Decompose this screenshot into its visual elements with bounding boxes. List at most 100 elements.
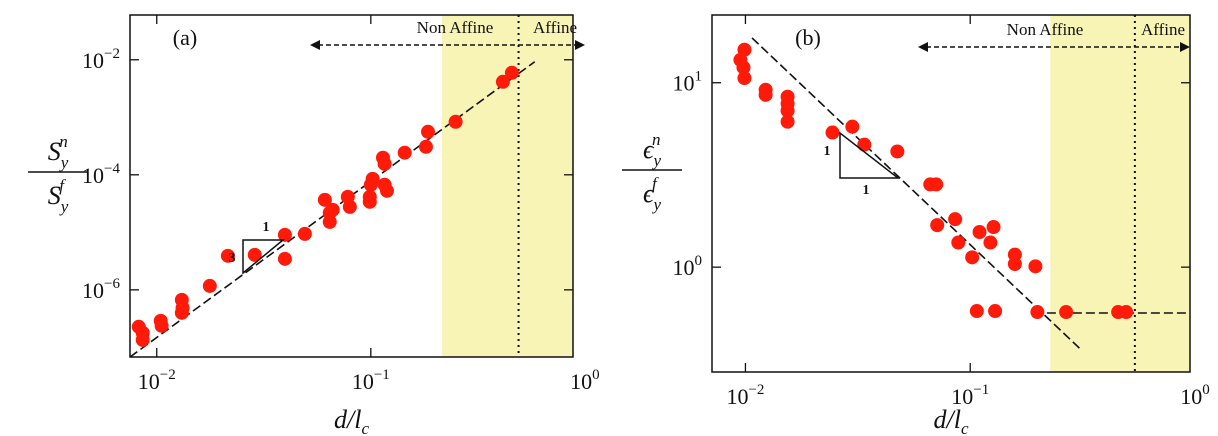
data-point (418, 139, 433, 154)
label-sup: n (652, 130, 661, 149)
data-point (1119, 305, 1134, 320)
slope-triangle (242, 239, 286, 275)
data-point (322, 214, 337, 229)
data-point (448, 114, 463, 129)
x-axis-label: d/lc (934, 405, 969, 436)
data-point (495, 74, 510, 89)
data-point (845, 119, 860, 134)
tick-label: 10−6 (82, 276, 120, 303)
data-point (277, 251, 292, 266)
tick-exponent: −1 (973, 382, 989, 398)
axes-frame (129, 14, 574, 358)
data-point (342, 199, 357, 214)
tick-base: 10 (570, 369, 592, 394)
arrow-head (310, 40, 320, 50)
data-point (1007, 257, 1022, 272)
label-sub: y (651, 151, 661, 170)
label-sub: c (961, 419, 969, 436)
tick-label: 100 (1180, 382, 1210, 409)
tick-label: 101 (673, 69, 703, 96)
label-sub: y (59, 197, 69, 216)
label-base: ϵ (643, 179, 655, 208)
label-sup: f (652, 174, 659, 193)
data-point (780, 103, 795, 118)
data-point (220, 248, 235, 263)
data-point (365, 171, 380, 186)
label-base: S (48, 181, 61, 210)
data-point (965, 250, 980, 265)
label-sub: y (651, 195, 661, 214)
slope-run: 1 (863, 183, 870, 198)
axis-label: Syf (48, 176, 69, 216)
data-point (948, 212, 963, 227)
tick-label: 10−1 (352, 367, 390, 394)
data-point (317, 192, 332, 207)
regime-label: Affine (1141, 20, 1185, 39)
arrow-head (1180, 42, 1190, 52)
regime-label: Affine (533, 18, 577, 37)
fit-line (751, 37, 1081, 350)
arrow-head (918, 42, 928, 52)
tick-base: 10 (673, 255, 695, 280)
label-sup: n (59, 132, 68, 151)
axis-label: ϵyn (643, 130, 661, 170)
tick-exponent: −4 (104, 161, 120, 177)
data-point (857, 137, 872, 152)
label-sup: f (59, 176, 66, 195)
regime-label: Non Affine (1007, 20, 1084, 39)
data-point (825, 125, 840, 140)
arrow-head (575, 40, 585, 50)
tick-exponent: −1 (374, 367, 390, 383)
data-point (736, 60, 751, 75)
data-point (988, 304, 1003, 319)
data-point (421, 124, 436, 139)
label-base: S (48, 137, 61, 166)
data-point (135, 332, 150, 347)
tick-label: 10−1 (951, 382, 989, 409)
tick-label: 10−2 (726, 382, 764, 409)
axis-label: ϵyf (643, 174, 661, 214)
label-base: ϵ (643, 135, 655, 164)
tick-label: 10−4 (82, 161, 120, 188)
affine-region (441, 15, 573, 357)
data-point (362, 189, 377, 204)
data-point (377, 156, 392, 171)
axes-frame (711, 14, 1191, 373)
data-point (890, 144, 905, 159)
data-point (325, 202, 340, 217)
slope-rise: 3 (229, 251, 236, 266)
tick-exponent: 0 (592, 367, 600, 383)
tick-exponent: −2 (748, 382, 764, 398)
data-point (983, 235, 998, 250)
slope-run: 1 (263, 220, 270, 235)
data-point (379, 183, 394, 198)
tick-exponent: 1 (695, 69, 703, 85)
data-point (929, 177, 944, 192)
data-point (758, 87, 773, 102)
data-point (1028, 259, 1043, 274)
regime-label: Non Affine (417, 18, 494, 37)
tick-exponent: 0 (695, 253, 703, 269)
panel-label: (b) (795, 25, 821, 50)
data-point (780, 114, 795, 129)
data-point (1059, 305, 1074, 320)
data-point (202, 278, 217, 293)
tick-exponent: −2 (104, 46, 120, 62)
data-point (277, 227, 292, 242)
data-point (737, 71, 752, 86)
slope-triangle (839, 131, 901, 179)
data-point (951, 235, 966, 250)
data-point (972, 225, 987, 240)
tick-base: 10 (951, 384, 973, 409)
tick-label: 100 (673, 253, 703, 280)
data-point (297, 226, 312, 241)
tick-base: 10 (138, 369, 160, 394)
data-point (969, 304, 984, 319)
tick-exponent: 0 (1202, 382, 1210, 398)
tick-base: 10 (82, 163, 104, 188)
tick-label: 10−2 (82, 46, 120, 73)
tick-base: 10 (82, 278, 104, 303)
